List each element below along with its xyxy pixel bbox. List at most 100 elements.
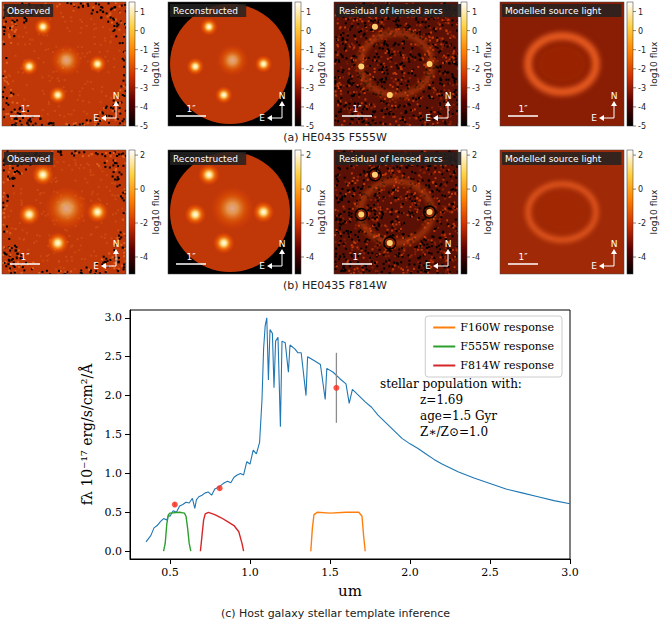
- svg-text:E: E: [425, 261, 431, 271]
- svg-text:-4: -4: [472, 103, 480, 112]
- svg-text:Reconstructed: Reconstructed: [173, 154, 238, 164]
- svg-text:Observed: Observed: [7, 6, 50, 16]
- svg-text:-3: -3: [638, 84, 646, 93]
- svg-text:2: 2: [140, 151, 145, 160]
- svg-text:1.5: 1.5: [321, 566, 339, 579]
- svg-text:um: um: [338, 582, 362, 600]
- svg-text:Modelled source light: Modelled source light: [505, 6, 602, 16]
- svg-text:1.0: 1.0: [105, 467, 123, 480]
- svg-text:log10 flux: log10 flux: [649, 41, 659, 86]
- svg-text:-2: -2: [140, 219, 148, 228]
- svg-text:0: 0: [472, 27, 477, 36]
- svg-text:3.0: 3.0: [561, 566, 579, 579]
- svg-text:1: 1: [306, 8, 311, 17]
- svg-text:2.0: 2.0: [105, 389, 123, 402]
- svg-text:z=1.69: z=1.69: [420, 393, 463, 407]
- svg-text:0.0: 0.0: [105, 545, 123, 558]
- svg-text:-1: -1: [140, 46, 148, 55]
- svg-text:1″: 1″: [352, 104, 362, 114]
- svg-text:fλ 10⁻¹⁷ erg/s/cm²/Å: fλ 10⁻¹⁷ erg/s/cm²/Å: [78, 363, 95, 505]
- svg-text:0: 0: [140, 27, 145, 36]
- svg-text:E: E: [259, 113, 265, 123]
- svg-text:-3: -3: [306, 84, 314, 93]
- svg-text:E: E: [591, 261, 597, 271]
- svg-text:1″: 1″: [518, 252, 528, 262]
- svg-text:N: N: [445, 91, 452, 101]
- svg-text:0.5: 0.5: [161, 566, 179, 579]
- svg-text:-4: -4: [140, 253, 148, 262]
- svg-text:-2: -2: [638, 65, 646, 74]
- svg-text:1.0: 1.0: [241, 566, 259, 579]
- svg-text:1″: 1″: [20, 104, 30, 114]
- svg-text:2: 2: [472, 151, 477, 160]
- svg-text:-4: -4: [306, 103, 314, 112]
- svg-text:-4: -4: [306, 253, 314, 262]
- svg-text:0: 0: [638, 27, 643, 36]
- svg-text:(b) HE0435 F814W: (b) HE0435 F814W: [283, 279, 387, 292]
- svg-text:-3: -3: [472, 84, 480, 93]
- svg-text:N: N: [611, 91, 618, 101]
- svg-text:-5: -5: [140, 122, 148, 131]
- svg-text:F555W response: F555W response: [460, 340, 554, 353]
- svg-text:2.0: 2.0: [401, 566, 419, 579]
- svg-text:stellar population with:: stellar population with:: [380, 377, 522, 391]
- svg-text:1″: 1″: [186, 104, 196, 114]
- svg-text:log10 flux: log10 flux: [649, 189, 659, 234]
- svg-text:Z∗/Z⊙=1.0: Z∗/Z⊙=1.0: [420, 425, 488, 439]
- svg-text:E: E: [93, 113, 99, 123]
- svg-text:2: 2: [638, 151, 643, 160]
- svg-text:0: 0: [140, 185, 145, 194]
- svg-text:log10 flux: log10 flux: [317, 189, 327, 234]
- svg-text:0: 0: [306, 27, 311, 36]
- svg-text:-2: -2: [140, 65, 148, 74]
- svg-text:2: 2: [306, 151, 311, 160]
- svg-text:0.5: 0.5: [105, 506, 123, 519]
- svg-text:E: E: [591, 113, 597, 123]
- svg-text:2.5: 2.5: [105, 350, 123, 363]
- svg-text:Observed: Observed: [7, 154, 50, 164]
- svg-text:-4: -4: [638, 103, 646, 112]
- svg-text:log10 flux: log10 flux: [151, 41, 161, 86]
- svg-text:age=1.5 Gyr: age=1.5 Gyr: [420, 409, 497, 423]
- svg-text:N: N: [113, 91, 120, 101]
- svg-text:N: N: [113, 239, 120, 249]
- svg-text:1: 1: [472, 8, 477, 17]
- svg-text:1.5: 1.5: [105, 428, 123, 441]
- svg-text:Residual of lensed arcs: Residual of lensed arcs: [339, 6, 443, 16]
- svg-text:1″: 1″: [352, 252, 362, 262]
- svg-text:N: N: [279, 239, 286, 249]
- svg-text:-5: -5: [638, 122, 646, 131]
- svg-text:2.5: 2.5: [481, 566, 499, 579]
- svg-text:-4: -4: [638, 253, 646, 262]
- svg-text:log10 flux: log10 flux: [317, 41, 327, 86]
- svg-text:-5: -5: [306, 122, 314, 131]
- svg-text:-2: -2: [638, 219, 646, 228]
- svg-text:N: N: [279, 91, 286, 101]
- svg-text:0: 0: [472, 185, 477, 194]
- svg-text:-2: -2: [306, 65, 314, 74]
- svg-text:log10 flux: log10 flux: [483, 189, 493, 234]
- svg-text:Residual of lensed arcs: Residual of lensed arcs: [339, 154, 443, 164]
- svg-text:-3: -3: [140, 84, 148, 93]
- svg-text:-4: -4: [472, 253, 480, 262]
- svg-text:N: N: [445, 239, 452, 249]
- svg-text:-2: -2: [472, 65, 480, 74]
- svg-text:F814W response: F814W response: [460, 359, 554, 372]
- svg-text:-1: -1: [638, 46, 646, 55]
- svg-text:F160W response: F160W response: [460, 321, 554, 334]
- svg-text:3.0: 3.0: [105, 311, 123, 324]
- svg-text:log10 flux: log10 flux: [483, 41, 493, 86]
- svg-text:1″: 1″: [20, 252, 30, 262]
- svg-text:-2: -2: [306, 219, 314, 228]
- svg-text:-1: -1: [306, 46, 314, 55]
- svg-text:E: E: [425, 113, 431, 123]
- svg-text:-4: -4: [140, 103, 148, 112]
- svg-text:log10 flux: log10 flux: [151, 189, 161, 234]
- svg-text:N: N: [611, 239, 618, 249]
- svg-text:0: 0: [638, 185, 643, 194]
- svg-text:E: E: [93, 261, 99, 271]
- svg-text:1″: 1″: [518, 104, 528, 114]
- svg-text:-1: -1: [472, 46, 480, 55]
- svg-text:E: E: [259, 261, 265, 271]
- svg-text:0: 0: [306, 185, 311, 194]
